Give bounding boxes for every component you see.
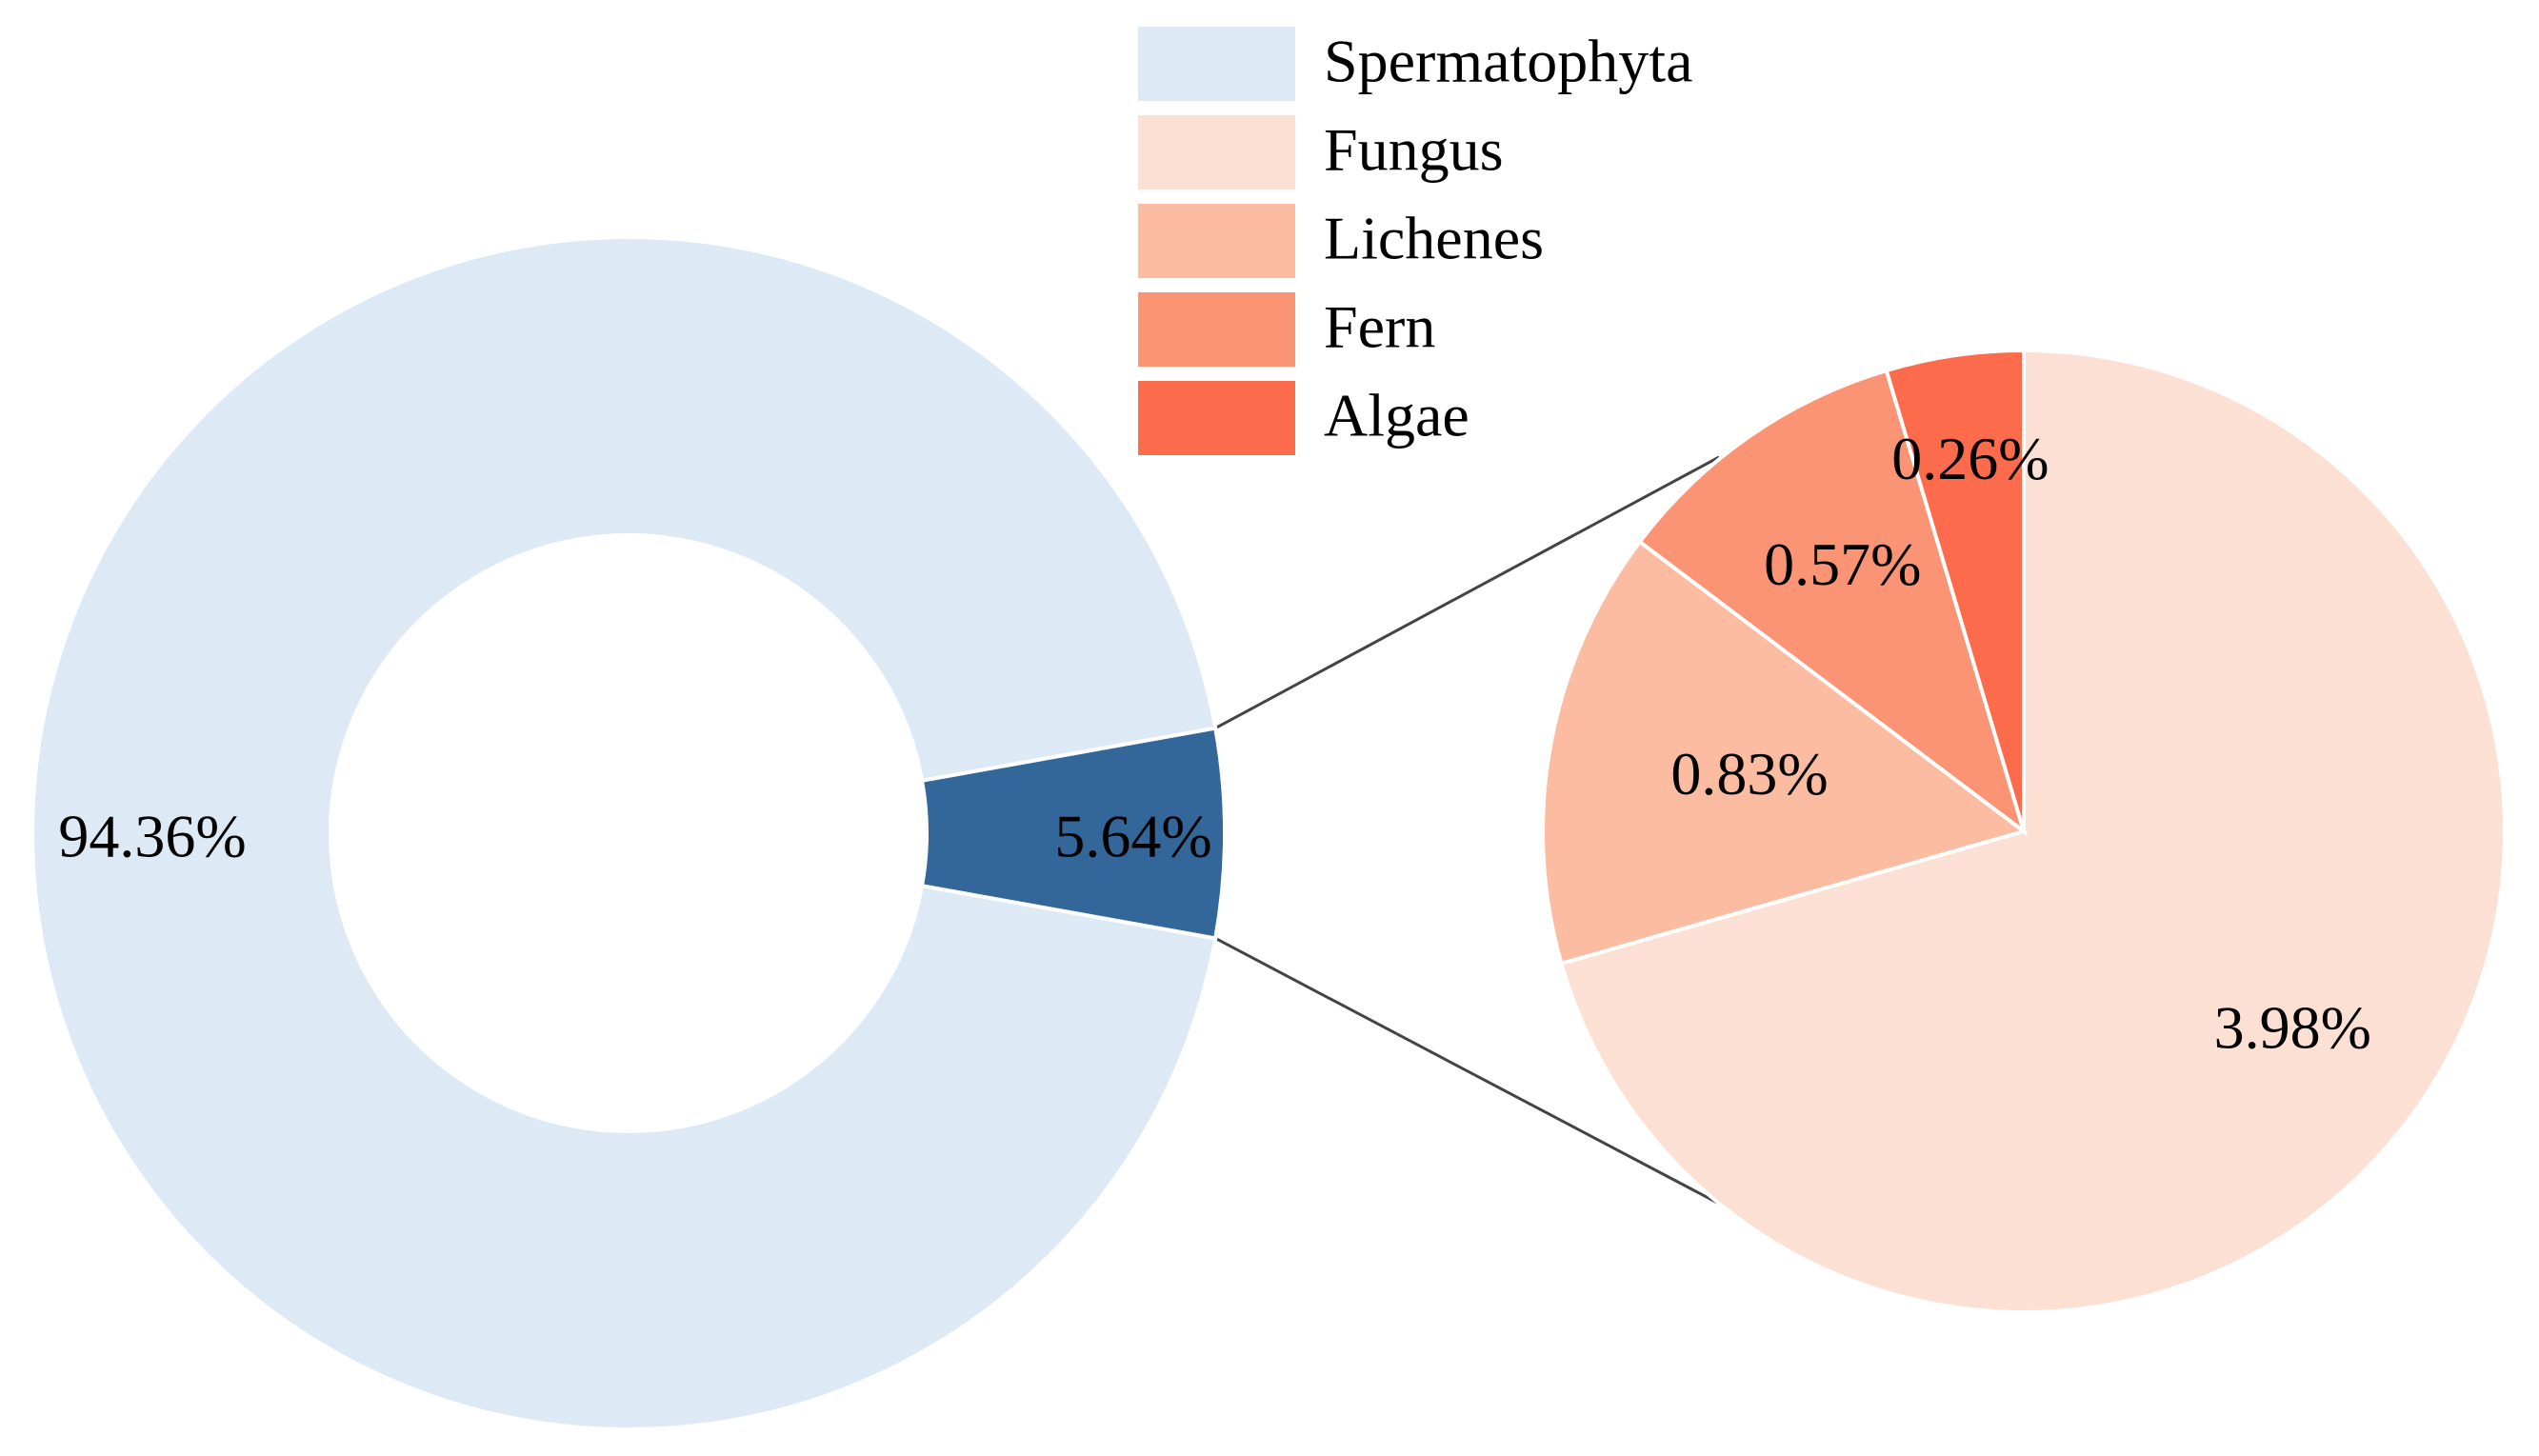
pie-slice-lichenes <box>1541 539 2029 967</box>
pie-label-lichenes: 0.83% <box>1670 740 1828 808</box>
legend-swatch-spermatophyta <box>1138 27 1295 101</box>
donut-label-spermatophyta: 94.36% <box>58 803 246 870</box>
legend-swatch-algae <box>1138 381 1295 455</box>
legend-label-spermatophyta: Spermatophyta <box>1324 28 1692 95</box>
connector-line-top <box>1214 455 1720 729</box>
pie-label-algae: 0.26% <box>1891 425 2049 492</box>
legend-label-fern: Fern <box>1324 293 1435 361</box>
pie-label-fern: 0.57% <box>1764 530 1921 598</box>
pie-slice-algae <box>1884 348 2026 832</box>
donut-slice-others <box>919 726 1227 941</box>
detail-pie <box>1541 348 2507 1314</box>
connector-line-bottom <box>1214 937 1722 1207</box>
legend-swatch-fern <box>1138 292 1295 367</box>
legend: Spermatophyta Fungus Lichenes Fern Algae <box>1138 27 1692 455</box>
legend-swatch-lichenes <box>1138 204 1295 278</box>
pie-label-fungus: 3.98% <box>2214 994 2371 1062</box>
donut-label-others: 5.64% <box>1054 803 1211 870</box>
legend-label-algae: Algae <box>1324 382 1469 449</box>
pie-slice-fungus <box>1558 348 2507 1314</box>
legend-swatch-fungus <box>1138 115 1295 189</box>
pie-slice-fern <box>1636 368 2028 837</box>
slice-labels: 94.36% 5.64% 3.98% 0.83% 0.57% 0.26% <box>58 425 2371 1062</box>
donut-slice-spermatophyta <box>30 235 1218 1431</box>
legend-label-fungus: Fungus <box>1324 116 1504 184</box>
main-donut <box>30 235 1227 1431</box>
connector-lines <box>1214 455 1722 1207</box>
legend-label-lichenes: Lichenes <box>1324 205 1544 272</box>
